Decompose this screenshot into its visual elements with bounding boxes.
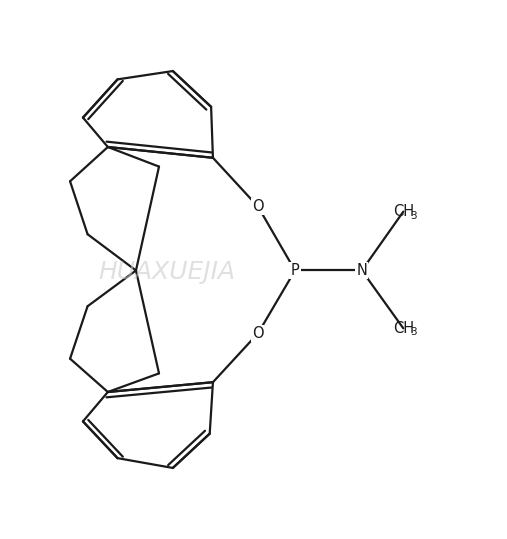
Text: CH: CH xyxy=(393,321,414,336)
Text: 3: 3 xyxy=(410,327,416,337)
Text: O: O xyxy=(252,326,264,341)
Text: N: N xyxy=(356,263,367,278)
Text: 3: 3 xyxy=(410,211,416,220)
Text: O: O xyxy=(252,199,264,215)
Text: CH: CH xyxy=(393,204,414,219)
Text: P: P xyxy=(291,263,299,278)
Text: HUAXUEJIA: HUAXUEJIA xyxy=(99,260,236,284)
